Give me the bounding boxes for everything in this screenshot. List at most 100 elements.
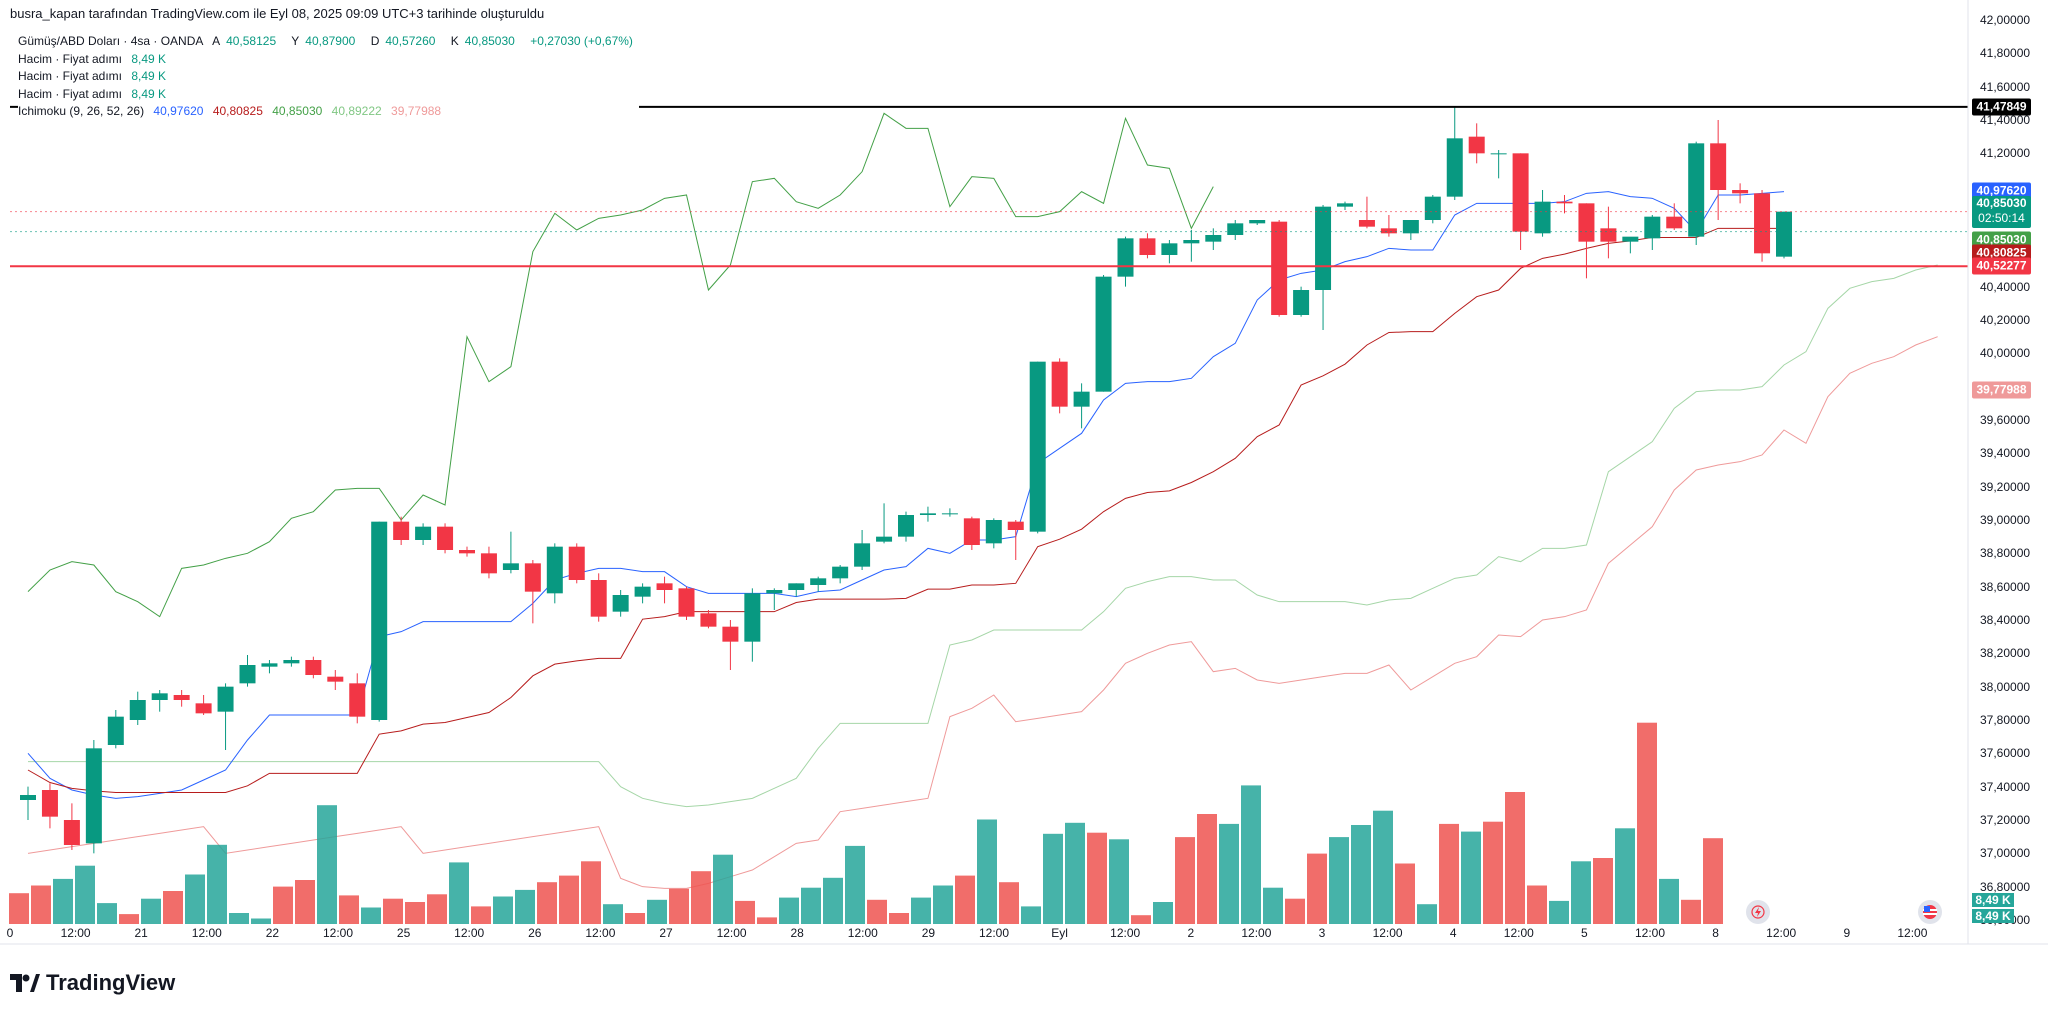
price-tick: 39,60000 [1980, 413, 2031, 427]
price-tick: 37,40000 [1980, 779, 2031, 794]
volume-badge: 8,49 K [1972, 893, 2014, 907]
logo-text: TradingView [46, 970, 176, 995]
candle-body [502, 563, 519, 570]
volume-bar [31, 885, 51, 924]
candle-body [41, 790, 58, 817]
candle-body [415, 526, 432, 540]
span-b-value: 39,77988 [391, 104, 442, 118]
candle-body [305, 660, 322, 675]
volume-row[interactable]: Hacim · Fiyat adımı 8,49 K [18, 86, 639, 104]
volume-row[interactable]: Hacim · Fiyat adımı 8,49 K [18, 51, 639, 69]
price-tick: 38,00000 [1980, 679, 2031, 694]
volume-bar [1593, 858, 1613, 924]
time-tick: 12:00 [1241, 926, 1272, 940]
volume-bar [1109, 839, 1129, 924]
candle-body [1051, 361, 1068, 407]
volume-bar [1307, 853, 1327, 924]
candle-body [437, 526, 454, 550]
low-value: 40,57260 [385, 34, 436, 48]
ichimoku-row[interactable]: Ichimoku (9, 26, 52, 26) 40,97620 40,808… [18, 103, 639, 121]
volume-bar [669, 888, 689, 924]
volume-bar [1461, 831, 1481, 924]
volume-bar [1351, 825, 1371, 924]
chart-author-line: busra_kapan tarafından TradingView.com i… [10, 6, 545, 21]
price-badge: 40,97620 [1972, 182, 2031, 200]
us-flag-icon[interactable] [1918, 900, 1942, 924]
volume-bar [185, 874, 205, 924]
price-tick: 37,00000 [1980, 846, 2031, 861]
candle-body [1029, 361, 1046, 532]
candle-body [1380, 228, 1397, 234]
symbol-name[interactable]: Gümüş/ABD Doları · 4sa · OANDA [18, 34, 204, 48]
candle-body [1446, 138, 1463, 197]
volume-bar [1439, 823, 1459, 924]
volume-bar [229, 913, 249, 924]
volume-bar [933, 885, 953, 924]
volume-bar [1681, 899, 1701, 924]
price-tick: 41,80000 [1980, 46, 2031, 61]
lightning-icon[interactable] [1746, 900, 1770, 924]
volume-bar [1615, 828, 1635, 924]
volume-bar [1417, 904, 1437, 924]
price-badge: 40,85030 02:50:14 [1972, 195, 2031, 228]
time-tick: 12:00 [1503, 926, 1534, 940]
time-tick: 27 [659, 926, 673, 940]
time-tick: 12:00 [716, 926, 747, 940]
volume-bar [1197, 814, 1217, 924]
volume-bar [1175, 837, 1195, 924]
candle-body [1007, 521, 1024, 530]
chikou-value: 40,85030 [272, 104, 323, 118]
candle-body [1490, 153, 1507, 155]
time-axis[interactable]: 0 12:00 21 12:00 22 12:00 25 12:00 26 12:00 27 12:0… [0, 926, 1968, 946]
candle-body [722, 626, 739, 642]
volume-bar [713, 854, 733, 924]
volume-bar [251, 918, 271, 924]
candle-body [283, 660, 300, 664]
volume-bar [889, 913, 909, 924]
volume-bar [537, 882, 557, 924]
price-badge: 40,85030 [1972, 231, 2031, 249]
price-axis[interactable]: 42,00000 41,80000 41,60000 41,40000 41,20000… [1968, 0, 2048, 944]
price-tick: 38,60000 [1980, 579, 2031, 594]
volume-label: Hacim · Fiyat adımı [18, 51, 123, 66]
candle-body [1600, 228, 1617, 242]
horizontal-lines[interactable] [10, 105, 1968, 268]
candle-body [1534, 201, 1551, 234]
volume-bar [1549, 900, 1569, 924]
volume-bar [757, 917, 777, 924]
volume-bar [1219, 823, 1239, 924]
volume-bars [9, 722, 1723, 924]
price-tick: 40,20000 [1980, 313, 2031, 327]
volume-bar [317, 805, 337, 924]
time-tick: 5 [1581, 926, 1588, 940]
volume-bar [493, 896, 513, 924]
price-badge: 40,80825 [1972, 244, 2031, 262]
time-tick: 8 [1712, 926, 1719, 940]
ichimoku-label: Ichimoku (9, 26, 52, 26) [18, 104, 145, 118]
candle-body [568, 546, 585, 580]
time-tick: 12:00 [585, 926, 616, 940]
price-tick: 40,40000 [1980, 279, 2031, 294]
volume-bar [1021, 906, 1041, 924]
tenkan-line [27, 191, 1785, 799]
candle-body [349, 683, 366, 717]
price-tick: 36,80000 [1980, 879, 2031, 894]
price-tick: 37,80000 [1980, 713, 2031, 727]
close-value: 40,85030 [464, 34, 515, 48]
open-value: 40,58125 [226, 34, 277, 48]
time-tick: 12:00 [978, 926, 1010, 940]
volume-bar [361, 907, 381, 924]
candle-body [919, 513, 936, 515]
candle-body [151, 693, 168, 700]
candle-body [261, 663, 278, 667]
price-tick: 38,40000 [1980, 613, 2031, 627]
candle-body [1622, 236, 1639, 242]
volume-bar [779, 897, 799, 924]
tradingview-logo[interactable]: TradingView [10, 970, 175, 996]
volume-bar [1527, 885, 1547, 924]
countdown-timer: 02:50:14 [1978, 210, 2025, 225]
volume-row[interactable]: Hacim · Fiyat adımı 8,49 K [18, 68, 639, 86]
volume-bar [1659, 878, 1679, 924]
time-tick: 21 [134, 926, 148, 940]
